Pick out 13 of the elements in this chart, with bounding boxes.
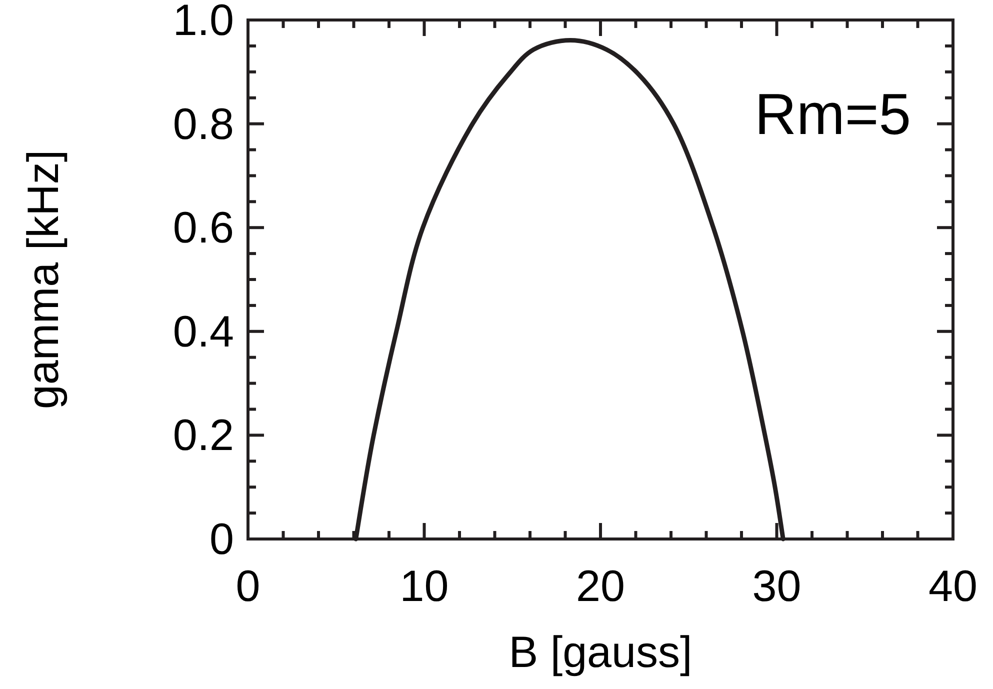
y-tick-label: 0 [210, 515, 234, 564]
x-tick-label: 30 [752, 562, 802, 611]
y-tick-label: 0.8 [172, 100, 234, 149]
x-tick-label: 20 [576, 562, 625, 611]
y-axis-title: gamma [kHz] [19, 150, 68, 410]
y-tick-label: 0.4 [172, 307, 234, 356]
x-tick-label: 40 [928, 562, 978, 611]
x-tick-label: 10 [400, 562, 449, 611]
x-axis-title: B [gauss] [508, 628, 692, 677]
y-tick-label: 0.6 [172, 204, 234, 253]
y-tick-label: 1.0 [172, 0, 234, 45]
annotation: Rm=5 [754, 82, 911, 147]
y-tick-label: 0.2 [172, 411, 234, 460]
